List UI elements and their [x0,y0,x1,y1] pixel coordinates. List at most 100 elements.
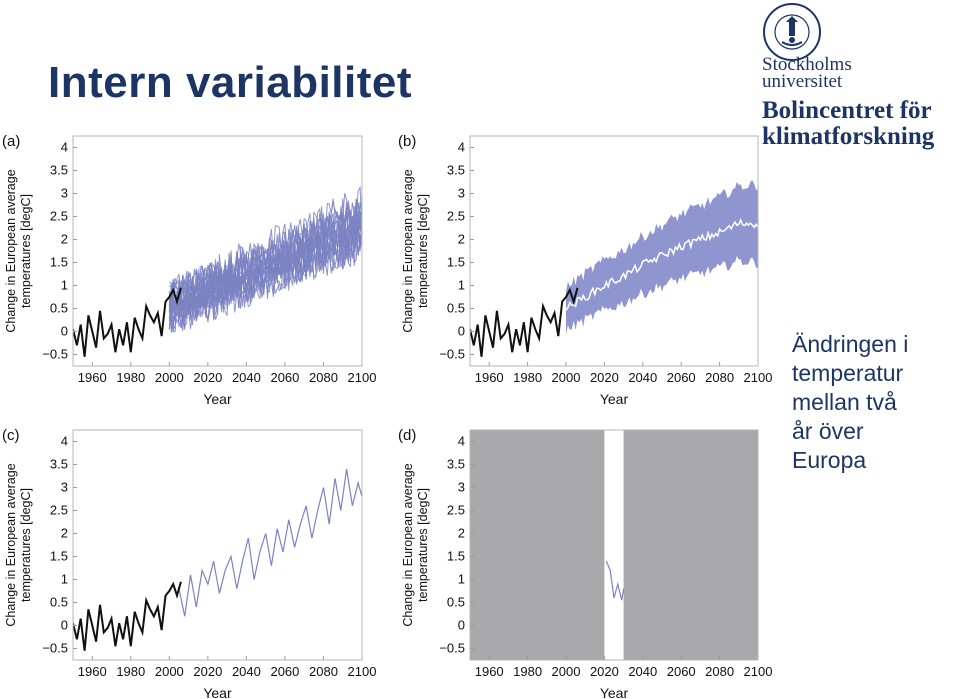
y-tick-label: 0.5 [447,595,465,610]
y-axis-label-line: temperatures [degC] [416,194,430,308]
projection-line [178,469,362,617]
ensemble-member-line [168,218,362,329]
plot-area [73,469,362,651]
department-name-line2: klimatforskning [762,123,935,150]
y-axis-label: Change in European averagetemperatures [… [401,169,430,332]
x-tick-label: 1960 [78,664,107,679]
ensemble-envelope-area [566,180,758,335]
y-tick-label: 3.5 [50,163,68,178]
department-name: Bolincentret för klimatforskning [762,98,934,150]
y-tick-label: 4 [458,434,465,449]
plot-area [73,185,362,357]
x-tick-label: 2000 [155,370,184,385]
observed-line [73,287,182,357]
x-tick-label: 2040 [628,370,657,385]
y-axis-label-line: Change in European average [401,169,415,332]
y-tick-label: 1.5 [50,255,68,270]
y-tick-label: 1.5 [50,549,68,564]
panel-label: (d) [398,427,416,444]
y-axis-label-line: temperatures [degC] [416,488,430,602]
x-tick-label: 2020 [193,370,222,385]
plot-frame [72,429,363,661]
y-tick-label: 0 [61,324,68,339]
ensemble-member-line [168,224,362,333]
observed-line [73,581,182,651]
y-tick-label: −0.5 [439,641,465,656]
x-tick-label: 1980 [513,664,542,679]
y-axis-label: Change in European averagetemperatures [… [401,463,430,626]
x-tick-label: 2080 [309,664,338,679]
x-tick-label: 2060 [270,664,299,679]
x-tick-label: 2000 [552,370,581,385]
y-tick-label: −0.5 [42,641,68,656]
plot-frame [72,135,363,367]
y-axis-label: Change in European averagetemperatures [… [4,463,33,626]
x-tick-label: 2100 [348,370,377,385]
y-tick-label: 3 [458,186,465,201]
university-name-line2: universitet [762,71,843,92]
y-tick-label: 0.5 [50,301,68,316]
y-tick-label: −0.5 [439,347,465,362]
x-axis-label: Year [203,391,232,407]
x-axis-label: Year [600,685,629,699]
y-tick-label: 2.5 [50,209,68,224]
plot-frame [469,135,759,367]
y-axis-label: Change in European averagetemperatures [… [4,169,33,332]
chart-panel-a: (a) −0.5 0 0.5 1 1.5 2 2.5 3 3.5 4 1960 1980 2000 2020… [2,133,376,407]
y-tick-label: 1 [458,572,465,587]
x-tick-label: 2020 [193,664,222,679]
university-name: Stockholms universitet [762,54,852,92]
y-tick-label: 4 [61,434,68,449]
x-tick-label: 2040 [232,664,261,679]
x-tick-label: 1960 [475,664,504,679]
chart-panel-b: (b) −0.5 0 0.5 1 1.5 2 2.5 3 3.5 4 1960 1980 2000 2020… [398,133,772,407]
y-tick-label: 2.5 [447,209,465,224]
chart-panel-c: (c) −0.5 0 0.5 1 1.5 2 2.5 3 3.5 4 1960 1980 2000 2020… [2,427,376,699]
y-tick-label: 2 [61,526,68,541]
y-tick-label: 0 [458,618,465,633]
y-tick-label: 1.5 [447,549,465,564]
y-axis-label-line: temperatures [degC] [19,488,33,602]
panel-label: (a) [2,133,20,150]
y-tick-label: 4 [458,140,465,155]
y-axis-label-line: temperatures [degC] [19,194,33,308]
department-name-line1: Bolincentret för [762,97,932,124]
x-tick-label: 1960 [475,370,504,385]
y-tick-label: 0 [61,618,68,633]
y-axis-label-line: Change in European average [4,463,18,626]
university-name-line1: Stockholms [762,54,852,75]
plot-area [470,430,758,660]
x-tick-label: 2080 [705,664,734,679]
y-tick-label: 3.5 [50,457,68,472]
x-tick-label: 1980 [116,370,145,385]
university-seal-icon [763,3,821,61]
y-tick-label: 3.5 [447,163,465,178]
grey-mask-right [623,430,758,660]
panel-label: (b) [398,133,416,150]
projection-line [605,560,625,601]
y-tick-label: 3 [458,480,465,495]
y-tick-label: 3 [61,186,68,201]
x-tick-label: 2000 [155,664,184,679]
chart-panel-d: (d) −0.5 0 0.5 1 1.5 2 2.5 3 3.5 4 1960 1980 2000 2020… [398,427,772,699]
x-tick-label: 1980 [513,370,542,385]
grey-mask-left [470,430,605,660]
x-tick-label: 2100 [744,664,773,679]
y-tick-label: 2.5 [50,503,68,518]
x-axis-label: Year [203,685,232,699]
x-tick-label: 1960 [78,370,107,385]
x-axis-label: Year [600,391,629,407]
y-tick-label: 4 [61,140,68,155]
y-tick-label: 2 [61,232,68,247]
x-tick-label: 2100 [744,370,773,385]
y-tick-label: 1 [61,572,68,587]
x-tick-label: 2040 [232,370,261,385]
panel-label: (c) [2,427,20,444]
y-axis-label-line: Change in European average [4,169,18,332]
x-tick-label: 2080 [309,370,338,385]
y-tick-label: 0.5 [50,595,68,610]
x-tick-label: 2060 [667,664,696,679]
y-tick-label: 1 [458,278,465,293]
y-tick-label: −0.5 [42,347,68,362]
